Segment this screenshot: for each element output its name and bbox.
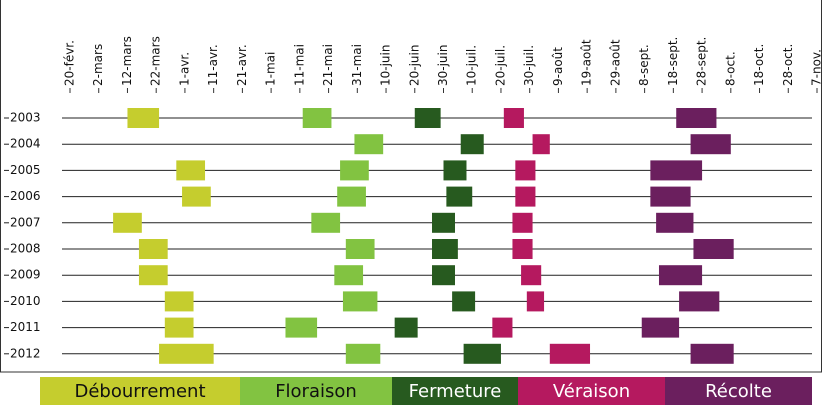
stage-bar: [164, 291, 194, 312]
x-tick-label: 28-oct.: [781, 44, 795, 86]
stage-bar: [521, 265, 542, 286]
stage-bar: [182, 186, 211, 207]
stage-bar: [127, 108, 160, 128]
stage-bar: [676, 108, 717, 128]
stage-bar: [460, 134, 484, 155]
stage-bar: [443, 160, 467, 181]
legend-swatch: [240, 377, 392, 405]
x-tick-label: 2-mars: [91, 44, 105, 86]
stage-bar: [285, 317, 318, 338]
chart-frame: [0, 0, 822, 373]
stage-bar: [641, 317, 680, 338]
y-tick-label: 2008: [10, 242, 41, 256]
stage-bar: [337, 186, 366, 207]
stage-bar: [394, 317, 418, 338]
stage-bar: [138, 265, 168, 286]
x-tick-label: 10-juil.: [465, 45, 479, 86]
stage-bar: [302, 108, 332, 128]
stage-bar: [515, 160, 536, 181]
x-tick-label: 11-mai: [292, 44, 306, 86]
stage-bar: [113, 212, 142, 233]
stage-bar: [354, 134, 384, 155]
x-tick-label: 21-mai: [321, 44, 335, 86]
y-tick-label: 2012: [10, 346, 41, 360]
stage-bar: [159, 343, 214, 364]
x-tick-label: 20-févr.: [63, 40, 77, 86]
x-tick-label: 22-mars: [149, 36, 163, 86]
stage-bar: [650, 160, 703, 181]
stage-bar: [463, 343, 501, 364]
x-tick-label: 10-juin: [379, 45, 393, 86]
legend-swatch: [665, 377, 812, 405]
x-tick-label: 21-avr.: [235, 44, 249, 86]
stage-bar: [492, 317, 513, 338]
stage-bar: [693, 239, 734, 259]
stage-bar: [690, 343, 734, 364]
x-tick-label: 1-avr.: [177, 52, 191, 86]
legend-label: Véraison: [553, 381, 630, 402]
x-tick-label: 8-oct.: [723, 51, 737, 86]
stage-bar: [432, 239, 458, 259]
stage-bar: [334, 265, 364, 286]
legend-label: Floraison: [275, 381, 357, 402]
stage-bar: [679, 291, 720, 312]
x-tick-label: 11-avr.: [206, 44, 220, 86]
stage-bar: [345, 239, 375, 259]
stage-bar: [138, 239, 168, 259]
x-tick-label: 12-mars: [120, 36, 134, 86]
stage-bar: [526, 291, 545, 312]
stage-bar: [432, 212, 455, 233]
x-tick-label: 30-juin: [436, 45, 450, 86]
stage-bar: [658, 265, 703, 286]
stage-bar: [446, 186, 473, 207]
stage-bar: [432, 265, 455, 286]
stage-bar: [532, 134, 550, 155]
x-tick-label: 31-mai: [350, 44, 364, 86]
stage-bar: [414, 108, 441, 128]
x-tick-label: 30-juil.: [522, 45, 536, 86]
stage-bar: [311, 212, 341, 233]
stage-bar: [340, 160, 369, 181]
x-tick-label: 7-nov.: [810, 49, 824, 86]
y-tick-label: 2009: [10, 268, 41, 282]
legend-label: Récolte: [705, 381, 772, 402]
x-tick-label: 19-août: [580, 39, 594, 86]
stage-bar: [164, 317, 194, 338]
stage-bar: [650, 186, 691, 207]
legend-label: Débourrement: [74, 381, 205, 402]
y-tick-label: 2007: [10, 215, 41, 229]
stage-bar: [503, 108, 524, 128]
x-tick-label: 20-juil.: [493, 45, 507, 86]
x-tick-label: 18-oct.: [752, 44, 766, 86]
stage-bar: [656, 212, 694, 233]
stage-bar: [342, 291, 378, 312]
legend-swatch: [518, 377, 665, 405]
stage-bar: [345, 343, 381, 364]
stage-bar: [512, 239, 533, 259]
x-tick-label: 18-sept.: [666, 37, 680, 86]
y-tick-label: 2004: [10, 137, 41, 151]
legend-swatch: [40, 377, 240, 405]
y-tick-label: 2011: [10, 320, 41, 334]
stage-bar: [549, 343, 591, 364]
x-tick-label: 8-sept.: [637, 44, 651, 86]
y-tick-label: 2010: [10, 294, 41, 308]
x-tick-label: 20-juin: [407, 45, 421, 86]
x-tick-label: 1-mai: [264, 52, 278, 86]
stage-bar: [690, 134, 731, 155]
legend-swatch: [392, 377, 518, 405]
stage-bar: [512, 212, 533, 233]
stage-bar: [515, 186, 536, 207]
y-tick-label: 2005: [10, 163, 41, 177]
x-tick-label: 9-août: [551, 47, 565, 86]
y-tick-label: 2006: [10, 189, 41, 203]
stage-bar: [176, 160, 206, 181]
x-tick-label: 29-août: [608, 39, 622, 86]
stage-bar: [452, 291, 476, 312]
x-tick-label: 28-sept.: [695, 37, 709, 86]
y-tick-label: 2003: [10, 111, 41, 125]
legend-label: Fermeture: [409, 381, 502, 402]
